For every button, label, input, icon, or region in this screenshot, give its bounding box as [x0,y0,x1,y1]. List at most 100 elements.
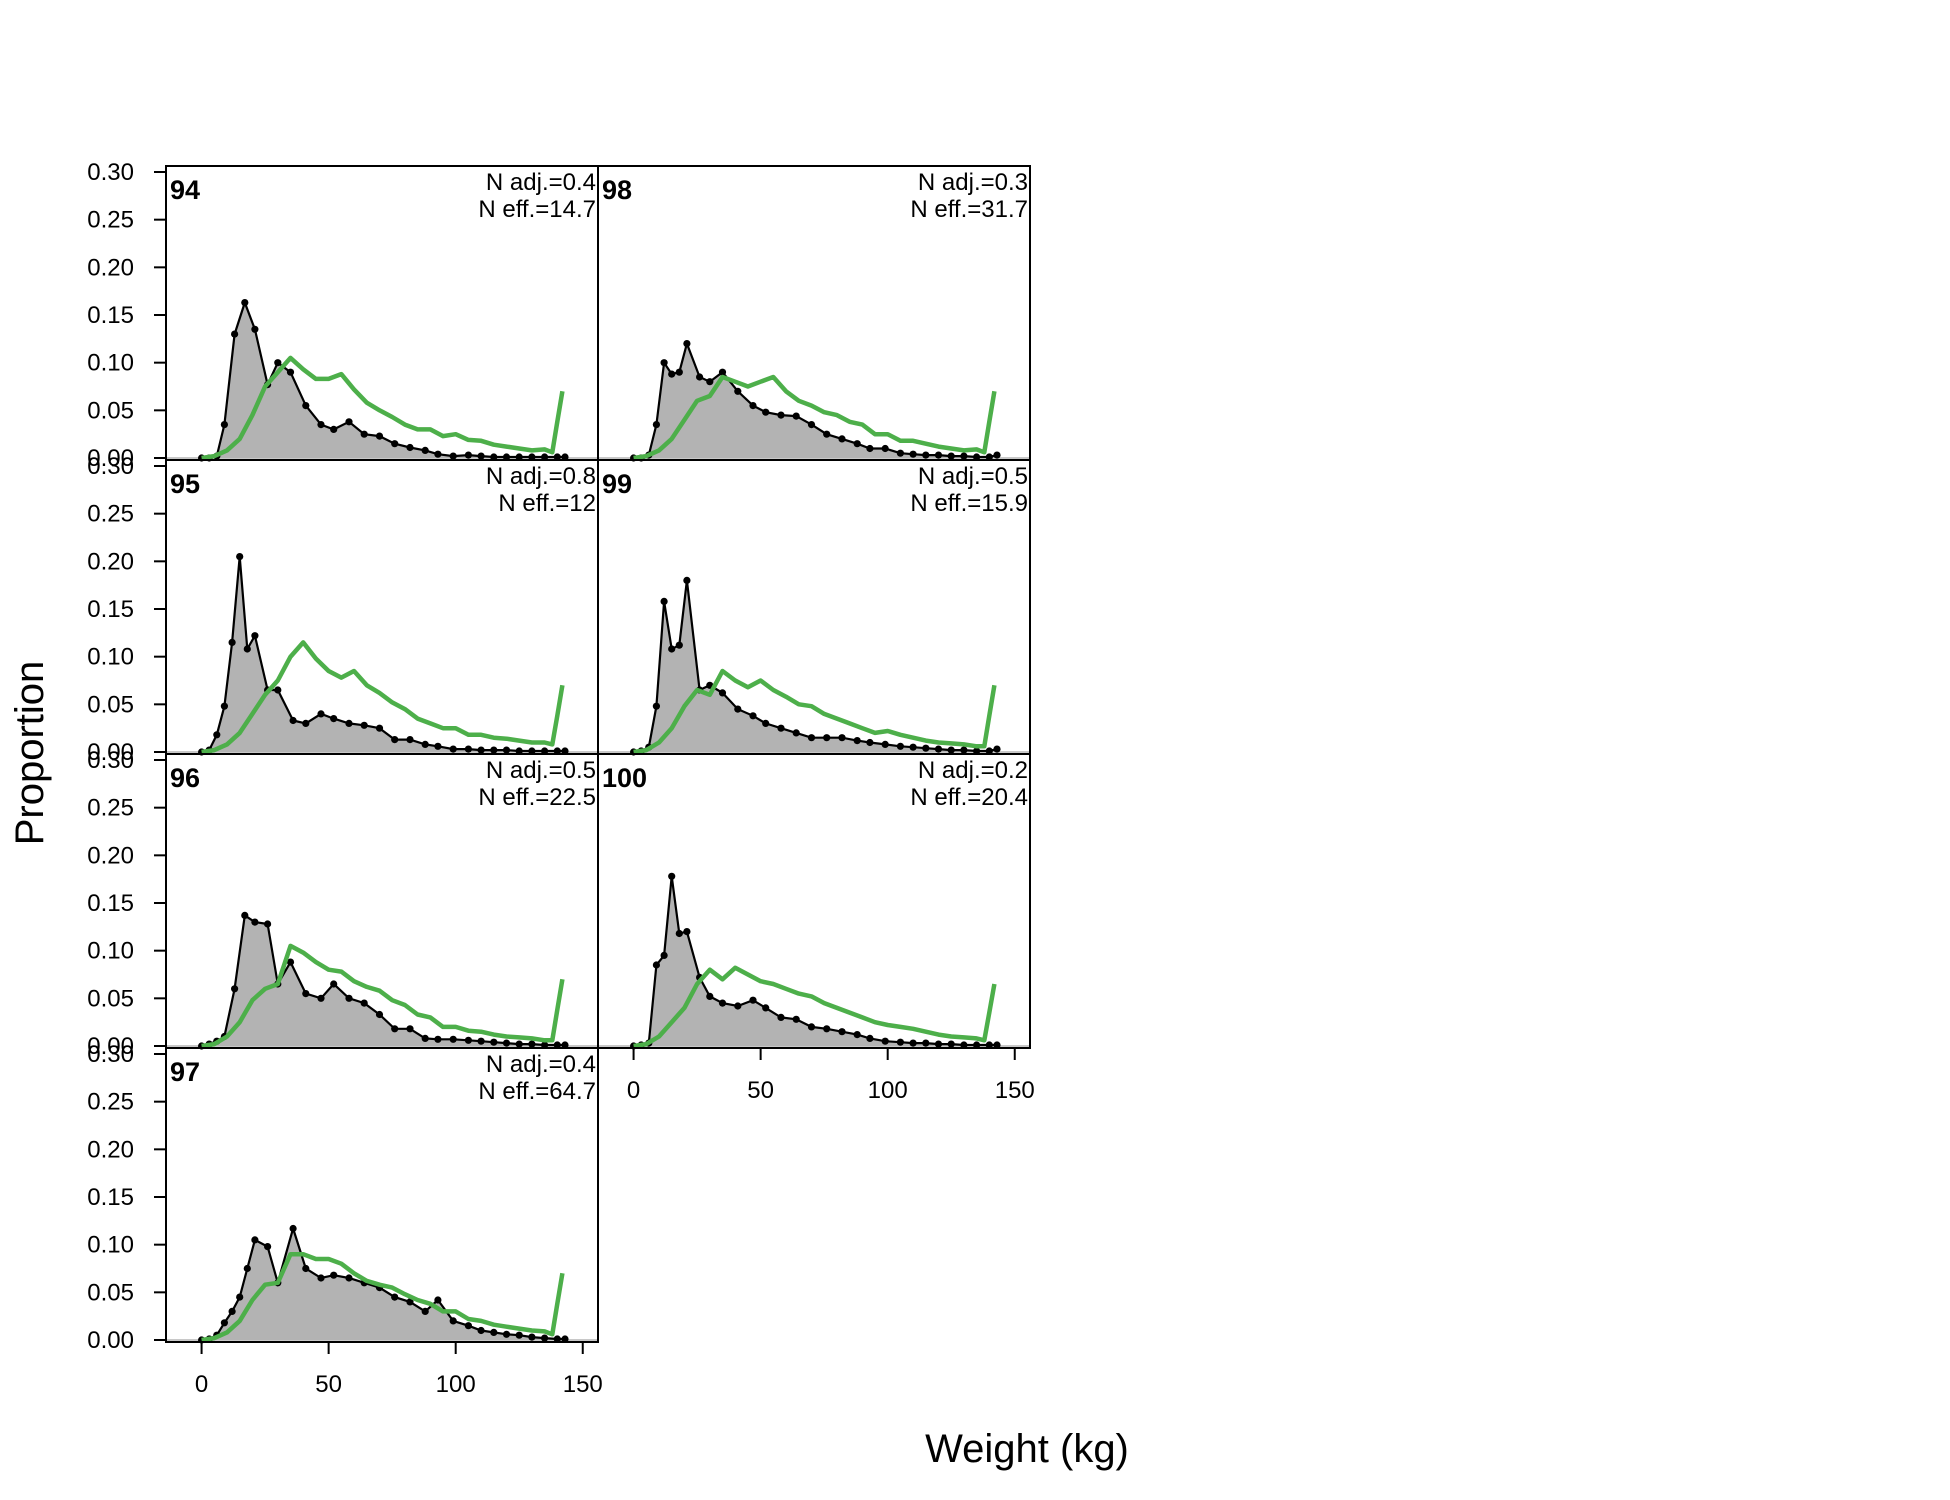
y-tick-label: 0.00 [87,1033,134,1060]
observed-point [561,1041,569,1049]
y-tick-label: 0.15 [87,890,134,917]
observed-point [375,724,384,732]
expected-line [633,965,997,1049]
observed-point [749,402,757,410]
observed-point [220,421,228,429]
panel-98: 98 N adj.=0.3N eff.=31.7 [597,165,1031,462]
observed-point [243,645,251,653]
observed-point [683,340,691,348]
observed-point [660,951,668,960]
observed-point [421,1034,429,1042]
observed-point [515,747,523,755]
observed-point [749,996,757,1004]
observed-point [375,432,384,440]
observed-point [243,1264,251,1273]
observed-point [792,729,800,737]
observed-point [947,452,955,460]
n-adj-annotation: N adj.=0.3 [918,169,1028,196]
observed-point [434,742,442,750]
observed-point [792,412,800,420]
expected-line [633,374,997,461]
observed-point [391,1025,399,1033]
observed-point [675,929,683,938]
y-tick-label: 0.20 [87,254,134,281]
y-tick-label: 0.25 [87,1089,134,1116]
observed-point [718,368,727,376]
observed-area [633,343,997,458]
observed-point [251,1236,259,1244]
observed-point [477,1326,485,1335]
observed-point [434,450,442,458]
y-tick-label: 0.30 [87,453,134,480]
observed-point [734,705,742,713]
observed-point [909,1039,917,1047]
observed-point [490,1328,498,1336]
observed-point [823,1025,831,1033]
observed-point [960,452,968,460]
observed-point [264,920,272,928]
observed-point [561,747,569,755]
observed-point [561,1335,569,1343]
observed-point [792,1015,800,1023]
y-tick-label: 0.10 [87,1232,134,1259]
x-tick-label: 0 [195,1371,208,1398]
observed-point [528,1333,536,1341]
observed-point [734,387,742,395]
observed-point [675,641,683,649]
observed-point [286,958,295,966]
observed-point [449,745,457,753]
observed-point [391,736,399,744]
observed-point [934,745,943,753]
observed-point [330,715,338,723]
y-tick-label: 0.25 [87,795,134,822]
observed-point [302,1264,310,1273]
observed-point [302,719,310,728]
observed-point [881,740,889,749]
y-tick-label: 0.10 [87,644,134,671]
observed-point [345,719,353,728]
y-tick-label: 0.15 [87,302,134,329]
n-eff-annotation: N eff.=14.7 [478,196,596,223]
panel-label: 99 [602,469,632,499]
observed-point [317,994,325,1002]
observed-point [960,746,968,754]
observed-point [718,999,727,1007]
observed-point [360,999,368,1007]
observed-point [660,597,668,606]
observed-point [993,1041,1001,1049]
observed-point [985,1041,993,1049]
observed-point [777,724,785,732]
observed-point [553,453,561,461]
observed-point [675,368,683,376]
observed-point [528,1040,536,1048]
observed-point [896,1038,905,1046]
panel-94: 94 N adj.=0.4N eff.=14.7 0.00 0.05 0.10 0.15 0… [87,159,599,472]
observed-point [236,553,244,561]
observed-point [652,421,661,429]
observed-point [528,747,536,755]
y-tick-label: 0.20 [87,1136,134,1163]
y-tick-label: 0.10 [87,938,134,965]
observed-point [683,928,691,936]
observed-point [853,1031,861,1039]
observed-point [464,1036,472,1044]
observed-point [421,446,429,454]
expected-line [201,640,565,755]
panel-100: 100 N adj.=0.2N eff.=20.4 0 50 100 150 [597,753,1035,1104]
observed-point [434,1035,442,1043]
y-tick-label: 0.00 [87,739,134,766]
observed-point [391,440,399,448]
observed-point [993,745,1001,753]
observed-point [464,1322,472,1330]
observed-point [807,734,816,742]
observed-point [317,421,325,429]
observed-point [289,1224,297,1233]
observed-point [985,453,993,461]
y-tick-label: 0.10 [87,350,134,377]
panel-label: 96 [170,763,200,793]
y-tick-label: 0.25 [87,501,134,528]
y-tick-label: 0.30 [87,747,134,774]
expected-line [201,943,565,1049]
observed-point [502,1330,511,1338]
observed-point [231,330,239,338]
